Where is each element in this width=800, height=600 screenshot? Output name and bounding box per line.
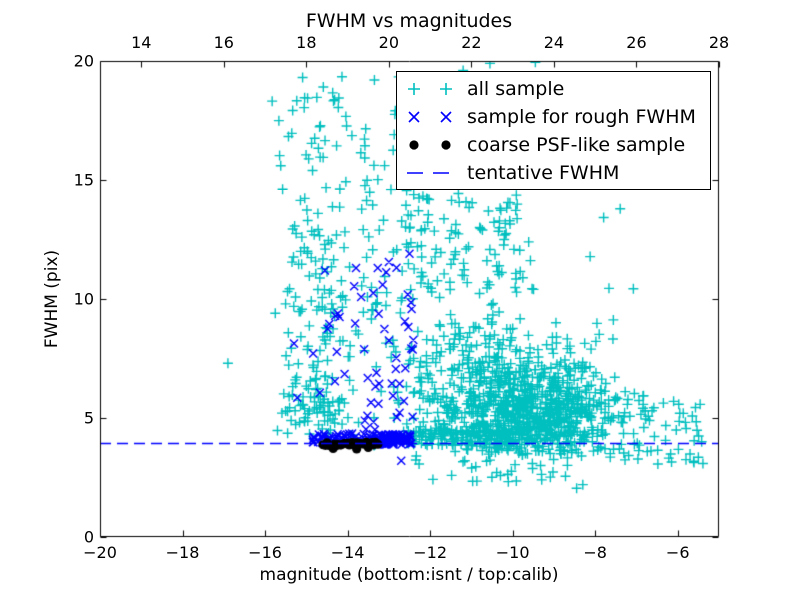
plus-marker-icon [403,79,461,99]
tick-label: 22 [461,33,482,52]
legend-label: sample for rough FWHM [467,106,696,128]
tick-label: −10 [495,543,530,562]
tick-label: 18 [296,33,317,52]
legend-label: all sample [467,78,565,100]
dot-marker-icon [403,135,461,155]
tick-label: 5 [83,408,94,428]
tick-label: 0 [83,527,94,547]
tick-label: −20 [83,543,117,562]
legend-label: coarse PSF-like sample [467,134,686,156]
tick-label: −6 [665,543,690,562]
tick-label: −8 [583,543,607,562]
plot-title: FWHM vs magnitudes [305,10,513,32]
tick-label: 26 [626,33,647,52]
y-axis-label: FWHM (pix) [42,249,62,349]
tick-label: 20 [378,33,400,52]
tick-label: 14 [131,33,152,52]
tick-label: −18 [165,543,200,562]
tick-label: 28 [708,33,730,52]
tick-label: 10 [73,289,94,309]
x-marker-icon [403,107,461,127]
tick-label: −12 [413,543,448,562]
tick-label: 24 [543,33,565,52]
x-axis-label: magnitude (bottom:isnt / top:calib) [259,565,559,585]
legend-entry-all-sample: all sample [397,75,710,103]
tick-label: 15 [73,170,94,190]
legend-label: tentative FWHM [467,162,620,184]
legend-entry-psf-sample: coarse PSF-like sample [397,131,710,159]
tick-label: 20 [73,51,94,71]
legend: all sample sample for rough FWHM coarse … [396,71,711,190]
dashed-line-icon [403,163,461,183]
legend-entry-rough-fwhm: sample for rough FWHM [397,103,710,131]
tick-label: −14 [330,543,365,562]
legend-entry-tentative-fwhm: tentative FWHM [397,159,710,187]
tick-label: −16 [248,543,282,562]
tick-label: 16 [213,33,234,52]
